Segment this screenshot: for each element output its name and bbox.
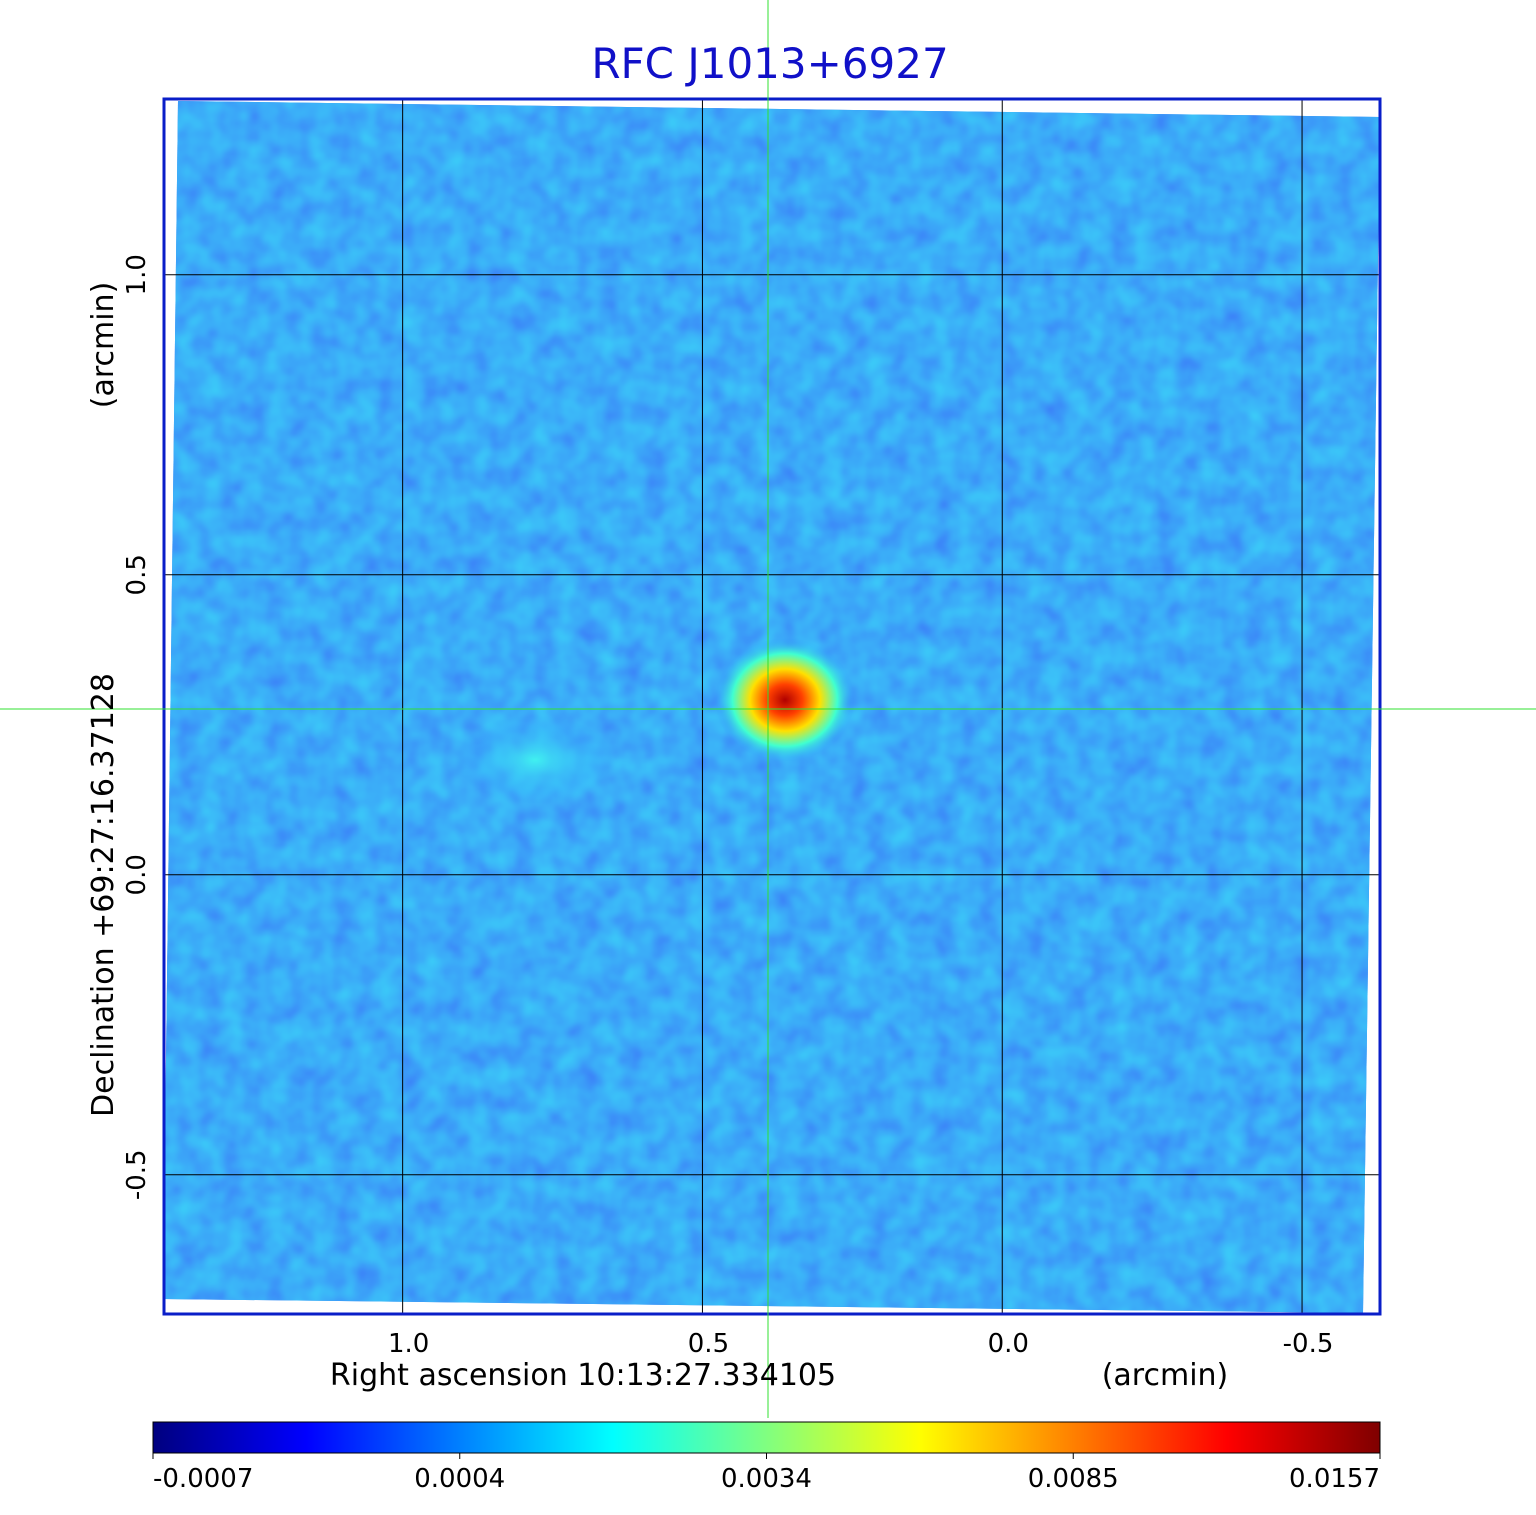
y-axis-label: Declination +69:27:16.37128 (86, 673, 121, 1117)
y-tick-label: 0.5 (122, 554, 152, 595)
x-tick-label: 0.0 (988, 1329, 1029, 1359)
colorbar (152, 1421, 1381, 1454)
source (715, 638, 855, 762)
x-tick-label: -0.5 (1283, 1329, 1334, 1359)
y-tick-label: 0.0 (122, 854, 152, 895)
colorbar-tick-label: 0.0034 (721, 1464, 812, 1494)
emission-patch (455, 715, 615, 805)
x-axis-label: Right ascension 10:13:27.334105 (330, 1358, 836, 1393)
chart-title: RFC J1013+6927 (591, 39, 948, 88)
sky-image (163, 101, 1380, 1313)
y-axis-unit: (arcmin) (86, 282, 121, 409)
x-tick-label: 1.0 (388, 1329, 429, 1359)
plot-frame (162, 97, 1382, 1316)
x-tick-label: 0.5 (688, 1329, 729, 1359)
colorbar-tick-label: -0.0007 (153, 1464, 253, 1494)
grid (164, 99, 1380, 1314)
y-tick-label: -0.5 (122, 1149, 152, 1200)
colorbar-tick-label: 0.0004 (414, 1464, 505, 1494)
x-axis-unit: (arcmin) (1102, 1358, 1229, 1393)
colorbar-tick-label: 0.0085 (1028, 1464, 1119, 1494)
y-tick-label: 1.0 (122, 254, 152, 295)
colorbar-tick-label: 0.0157 (1289, 1464, 1380, 1494)
